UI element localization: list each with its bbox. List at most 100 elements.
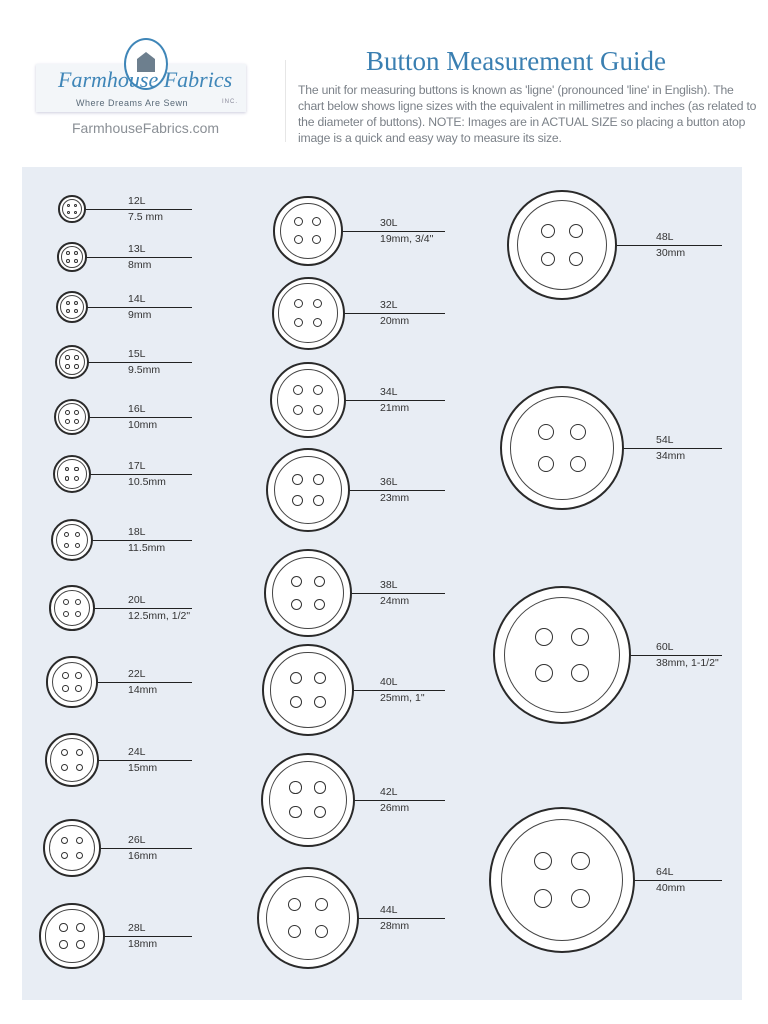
ligne-label: 22L xyxy=(128,668,146,680)
leader-line xyxy=(308,490,445,491)
button-30l xyxy=(273,196,343,266)
button-hole xyxy=(75,836,84,845)
button-hole xyxy=(74,610,81,617)
button-hole xyxy=(74,355,79,360)
ligne-label: 18L xyxy=(128,526,146,538)
button-13l xyxy=(57,242,87,272)
button-24l xyxy=(44,732,100,788)
button-12l xyxy=(58,195,86,223)
button-rim xyxy=(58,348,86,376)
ligne-label: 12L xyxy=(128,195,146,207)
size-label: 30mm xyxy=(656,247,686,259)
button-hole xyxy=(66,210,71,215)
website-link[interactable]: FarmhouseFabrics.com xyxy=(72,120,220,136)
button-rim xyxy=(61,246,83,268)
button-hole xyxy=(571,627,590,646)
button-rim xyxy=(45,909,99,963)
ligne-label: 60L xyxy=(656,641,674,653)
logo-tagline: Where Dreams Are Sewn xyxy=(76,98,189,108)
size-label: 34mm xyxy=(656,450,686,462)
size-label: 7.5 mm xyxy=(128,211,164,223)
button-hole xyxy=(571,851,591,871)
size-label: 9.5mm xyxy=(128,364,161,376)
button-hole xyxy=(537,423,554,440)
button-hole xyxy=(534,664,553,683)
button-hole xyxy=(61,763,69,771)
divider xyxy=(285,60,286,142)
button-hole xyxy=(533,889,553,909)
size-label: 15mm xyxy=(128,762,158,774)
button-hole xyxy=(290,695,303,708)
size-label: 9mm xyxy=(128,309,152,321)
button-44l xyxy=(256,866,360,970)
button-hole xyxy=(314,806,327,819)
button-rim xyxy=(54,590,90,626)
button-hole xyxy=(312,298,323,309)
button-hole xyxy=(540,252,555,267)
button-hole xyxy=(313,598,326,611)
button-hole xyxy=(313,672,326,685)
button-hole xyxy=(289,806,302,819)
leader-line xyxy=(72,474,192,475)
leader-line xyxy=(562,655,722,656)
size-label: 21mm xyxy=(380,402,410,414)
button-rim xyxy=(59,294,85,320)
button-hole xyxy=(540,223,555,238)
button-hole xyxy=(313,495,325,507)
ligne-label: 48L xyxy=(656,231,674,243)
ligne-label: 42L xyxy=(380,786,398,798)
ligne-label: 15L xyxy=(128,348,146,360)
leader-line xyxy=(72,307,192,308)
button-hole xyxy=(288,924,302,938)
leader-line xyxy=(562,448,722,449)
button-rim xyxy=(276,368,340,432)
button-hole xyxy=(293,298,304,309)
size-label: 10mm xyxy=(128,419,158,431)
ligne-label: 54L xyxy=(656,434,674,446)
leader-line xyxy=(72,362,192,363)
button-hole xyxy=(291,473,303,485)
button-32l xyxy=(271,276,345,350)
leader-line xyxy=(72,848,192,849)
size-label: 23mm xyxy=(380,492,410,504)
leader-line xyxy=(72,209,192,210)
button-hole xyxy=(63,531,70,538)
ligne-label: 30L xyxy=(380,217,398,229)
button-hole xyxy=(291,495,303,507)
button-hole xyxy=(314,898,328,912)
button-hole xyxy=(74,531,81,538)
button-hole xyxy=(65,364,70,369)
button-hole xyxy=(74,599,81,606)
button-hole xyxy=(64,466,70,472)
button-hole xyxy=(63,610,70,617)
button-60l xyxy=(492,585,632,725)
button-hole xyxy=(59,940,68,949)
button-hole xyxy=(73,258,78,263)
button-hole xyxy=(290,672,303,685)
button-hole xyxy=(290,575,303,588)
ligne-label: 36L xyxy=(380,476,398,488)
button-hole xyxy=(74,542,81,549)
button-hole xyxy=(74,419,80,425)
button-hole xyxy=(313,695,326,708)
size-label: 11.5mm xyxy=(128,542,166,554)
button-hole xyxy=(63,599,70,606)
leader-line xyxy=(308,918,445,919)
leader-line xyxy=(72,417,192,418)
button-rim xyxy=(48,824,96,872)
button-hole xyxy=(75,749,83,757)
size-label: 18mm xyxy=(128,938,158,950)
button-hole xyxy=(293,404,303,415)
button-hole xyxy=(571,889,591,909)
button-36l xyxy=(266,448,350,532)
button-hole xyxy=(312,385,323,395)
leader-line xyxy=(562,880,722,881)
button-hole xyxy=(65,355,70,360)
leader-line xyxy=(308,400,445,401)
button-hole xyxy=(74,300,79,305)
button-48l xyxy=(507,190,617,300)
button-hole xyxy=(312,317,323,328)
size-label: 26mm xyxy=(380,802,410,814)
button-hole xyxy=(289,781,302,794)
button-hole xyxy=(65,309,70,314)
